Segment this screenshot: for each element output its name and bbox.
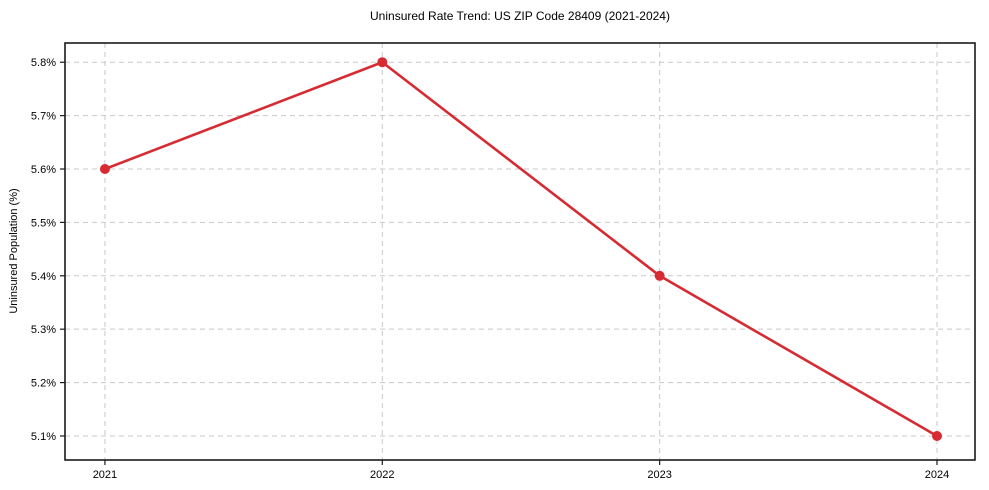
y-tick-label: 5.5% xyxy=(31,217,56,229)
data-point xyxy=(99,164,110,175)
y-tick-label: 5.2% xyxy=(31,378,56,390)
y-tick-label: 5.3% xyxy=(31,324,56,336)
y-tick-label: 5.6% xyxy=(31,164,56,176)
y-tick-label: 5.8% xyxy=(31,57,56,69)
data-point xyxy=(932,430,943,441)
x-tick-label: 2022 xyxy=(370,469,394,481)
data-point xyxy=(377,57,388,68)
y-axis-label: Uninsured Population (%) xyxy=(8,188,20,314)
x-tick-label: 2023 xyxy=(647,469,671,481)
data-point xyxy=(654,270,665,281)
chart-title: Uninsured Rate Trend: US ZIP Code 28409 … xyxy=(370,9,670,23)
plot-border xyxy=(64,42,976,461)
data-line xyxy=(103,60,939,438)
y-tick-label: 5.4% xyxy=(31,271,56,283)
x-tick-label: 2024 xyxy=(925,469,949,481)
y-tick-label: 5.7% xyxy=(31,111,56,123)
x-tick-label: 2021 xyxy=(93,469,117,481)
y-tick-label: 5.1% xyxy=(31,431,56,443)
